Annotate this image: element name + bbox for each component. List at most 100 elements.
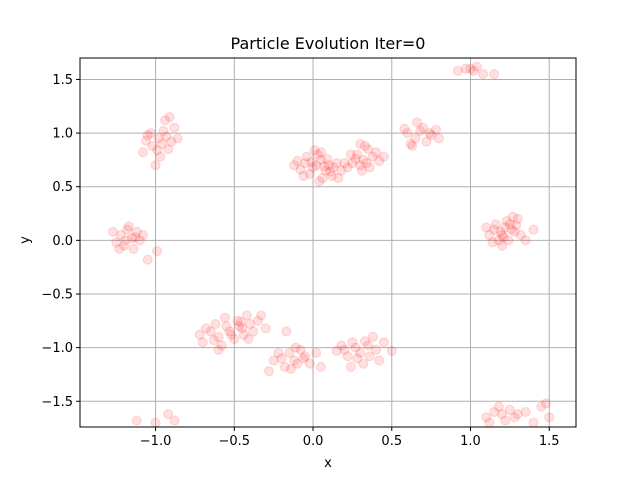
particle-point	[496, 240, 508, 251]
particle-point	[304, 168, 315, 179]
particle-point	[301, 151, 312, 162]
particle-point	[309, 145, 320, 156]
particle-point	[493, 401, 504, 412]
ticks-layer: −1.0 −0.5 0.0 0.5 1.0 1.5 −1.5 −1.0 −0.5 0.0 0.5 1.…	[41, 73, 559, 449]
particle-point	[347, 158, 358, 169]
particle-point	[515, 229, 526, 241]
particle-point	[285, 363, 297, 375]
particle-point	[111, 237, 122, 248]
particle-point	[226, 329, 237, 340]
particle-point	[500, 222, 511, 233]
particle-point	[489, 224, 500, 235]
particle-point	[370, 147, 382, 158]
particle-point	[426, 130, 437, 141]
particle-point	[255, 310, 267, 321]
particle-point	[128, 243, 139, 255]
particle-point	[418, 122, 429, 133]
particle-point	[289, 160, 300, 171]
particle-point	[512, 213, 523, 225]
particle-point	[509, 412, 520, 423]
particle-point	[224, 326, 235, 337]
particle-point	[122, 224, 133, 235]
particle-point	[120, 235, 131, 246]
particle-point	[339, 158, 350, 169]
particle-point	[205, 326, 216, 337]
particle-point	[496, 409, 508, 420]
particle-point	[352, 353, 363, 364]
particle-point	[131, 226, 142, 237]
particle-point	[507, 211, 519, 222]
particle-point	[358, 358, 369, 369]
particle-point	[352, 149, 363, 160]
particle-point	[115, 229, 127, 241]
particle-point	[284, 347, 295, 359]
particle-point	[331, 345, 342, 356]
particle-point	[298, 170, 309, 182]
particle-point	[300, 158, 311, 169]
particle-point	[355, 347, 366, 359]
y-axis-label: y	[18, 236, 33, 244]
particle-point	[367, 331, 378, 342]
particle-point	[300, 351, 311, 362]
particle-point	[150, 160, 161, 171]
particle-point	[248, 326, 259, 337]
particle-point	[145, 127, 156, 139]
particle-point	[213, 344, 224, 355]
particle-point	[147, 140, 158, 152]
y-tick-label: −1.5	[41, 395, 73, 410]
particle-point	[421, 136, 432, 147]
particle-point	[152, 145, 163, 156]
particle-point	[411, 117, 423, 128]
particle-point	[114, 243, 125, 255]
particle-point	[292, 155, 303, 167]
particle-point	[350, 342, 361, 353]
y-tick-label: −0.5	[41, 287, 73, 302]
particle-point	[137, 147, 149, 158]
particle-point	[336, 340, 347, 351]
particle-point	[364, 351, 375, 362]
particle-point	[424, 127, 435, 139]
particle-point	[520, 235, 531, 246]
particle-point	[500, 415, 511, 426]
particle-point	[311, 347, 322, 359]
particle-point	[484, 229, 495, 241]
particle-point	[276, 353, 287, 364]
particle-point	[312, 149, 323, 160]
particle-point	[506, 224, 517, 235]
particle-point	[315, 154, 327, 166]
particle-point	[345, 149, 356, 160]
particle-point	[544, 412, 555, 423]
particle-point	[350, 153, 361, 164]
particle-point	[511, 220, 522, 231]
points-layer	[107, 61, 555, 427]
particle-point	[307, 162, 319, 173]
particle-point	[289, 355, 300, 366]
particle-point	[345, 361, 356, 373]
particle-point	[512, 409, 523, 420]
particle-point	[489, 406, 500, 418]
particle-point	[359, 140, 371, 152]
particle-point	[339, 344, 350, 355]
particle-point	[260, 323, 271, 334]
particle-point	[503, 235, 514, 246]
chart-title: Particle Evolution Iter=0	[231, 34, 426, 53]
particle-point	[415, 125, 426, 137]
particle-point	[320, 165, 331, 176]
particle-point	[281, 326, 292, 337]
x-tick-label: 1.5	[539, 434, 560, 449]
particle-point	[238, 329, 249, 340]
particle-point	[290, 342, 301, 353]
particle-point	[210, 318, 221, 330]
particle-point	[528, 224, 539, 235]
particle-point	[322, 153, 333, 164]
particle-point	[172, 133, 183, 144]
particle-point	[311, 160, 322, 171]
particle-point	[159, 115, 171, 126]
particle-point	[504, 219, 515, 230]
particle-point	[243, 333, 254, 345]
particle-point	[356, 165, 367, 176]
particle-point	[241, 310, 253, 321]
y-tick-label: −1.0	[41, 341, 73, 356]
particle-point	[460, 63, 471, 74]
